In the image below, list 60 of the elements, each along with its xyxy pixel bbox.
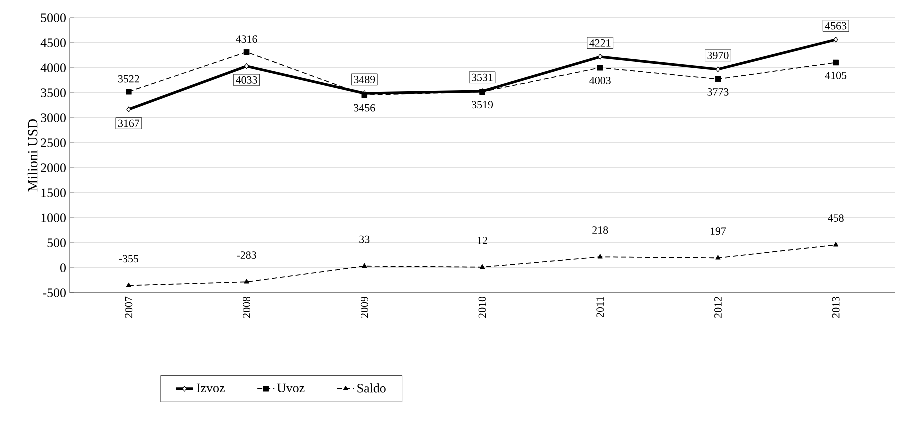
point bbox=[597, 64, 604, 71]
data-label: 3522 bbox=[118, 75, 140, 83]
y-tick-label: 4500 bbox=[40, 38, 66, 48]
data-label: 3167 bbox=[118, 120, 140, 128]
data-label: -283 bbox=[237, 252, 256, 260]
point bbox=[362, 263, 368, 268]
x-tick-label: 2010 bbox=[478, 296, 486, 318]
x-tick-label: 2007 bbox=[125, 296, 133, 318]
data-label: 3531 bbox=[472, 74, 493, 82]
y-axis-title: Milioni USD bbox=[28, 119, 38, 192]
x-tick-label: 2009 bbox=[360, 296, 368, 318]
point bbox=[244, 49, 250, 56]
y-tick-label: 5000 bbox=[41, 14, 66, 22]
data-label: 4003 bbox=[590, 77, 611, 84]
legend-label: Uvoz bbox=[277, 384, 305, 393]
data-label: 458 bbox=[828, 214, 844, 222]
data-label: 3773 bbox=[708, 88, 729, 96]
data-label: 218 bbox=[592, 226, 608, 234]
x-tick-label: 2011 bbox=[596, 297, 604, 318]
data-label: 3519 bbox=[472, 101, 494, 109]
data-label: 4105 bbox=[825, 72, 847, 80]
data-label: 4033 bbox=[236, 76, 258, 84]
y-tick-label: 0 bbox=[60, 264, 66, 272]
point bbox=[834, 242, 839, 247]
point bbox=[834, 36, 838, 43]
legend-label: Izvoz bbox=[196, 384, 225, 393]
data-label: 12 bbox=[478, 237, 488, 244]
point bbox=[715, 76, 722, 82]
y-tick-label: 2000 bbox=[41, 164, 66, 172]
data-label: 4221 bbox=[590, 40, 611, 47]
x-tick-label: 2013 bbox=[832, 296, 840, 318]
data-label: 4563 bbox=[825, 22, 847, 30]
y-tick-label: -500 bbox=[43, 288, 66, 298]
y-tick-label: 1500 bbox=[42, 188, 66, 198]
y-tick-label: 4000 bbox=[40, 64, 66, 72]
data-label: 3489 bbox=[354, 76, 376, 84]
point bbox=[126, 106, 132, 113]
point bbox=[716, 66, 720, 72]
data-label: 197 bbox=[710, 228, 726, 236]
point bbox=[716, 255, 721, 260]
y-tick-label: 2500 bbox=[41, 138, 66, 148]
point bbox=[244, 279, 250, 284]
y-tick-label: 1000 bbox=[42, 214, 66, 222]
x-tick-label: 2008 bbox=[243, 296, 250, 318]
y-tick-label: 500 bbox=[48, 238, 66, 248]
legend-label: Saldo bbox=[358, 384, 386, 393]
point bbox=[480, 264, 486, 269]
point bbox=[833, 60, 839, 66]
data-label: 33 bbox=[360, 236, 370, 244]
y-tick-label: 3000 bbox=[41, 114, 66, 122]
point bbox=[598, 54, 603, 60]
data-label: -355 bbox=[119, 255, 139, 263]
point bbox=[126, 282, 132, 288]
data-label: 3456 bbox=[354, 104, 376, 112]
data-label: 3970 bbox=[708, 52, 729, 60]
x-tick-label: 2012 bbox=[714, 297, 722, 318]
data-label: 4316 bbox=[236, 36, 258, 44]
point bbox=[598, 254, 603, 259]
y-tick-label: 3500 bbox=[41, 88, 66, 98]
point bbox=[126, 89, 132, 95]
